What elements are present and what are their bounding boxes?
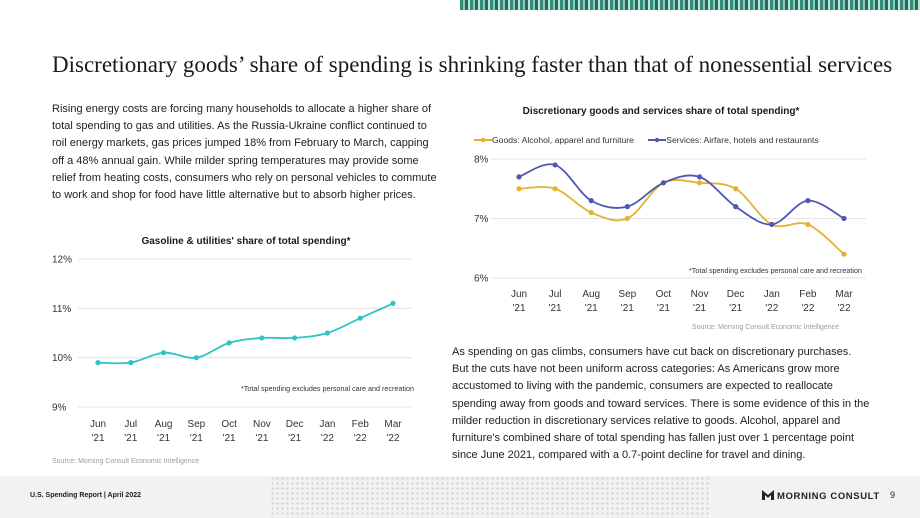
- gas-chart-data-point-0: [357, 315, 363, 321]
- gas-chart-data-point-0: [259, 335, 265, 341]
- legend-services: Services: Airfare, hotels and restaurant…: [648, 135, 819, 145]
- gas-chart-x-tick-label: Jul '21: [124, 419, 137, 444]
- gas-chart-title: Gasoline & utilities' share of total spe…: [141, 236, 351, 247]
- discretionary-chart-data-point-1: [733, 204, 739, 210]
- legend-goods-swatch: [474, 137, 492, 143]
- discretionary-chart-data-point-1: [588, 198, 594, 204]
- discretionary-chart-x-tick-label: Oct '21: [656, 289, 672, 314]
- gas-chart-x-tick-label: Jun '21: [90, 419, 106, 444]
- discretionary-chart-x-tick-label: Aug '21: [582, 289, 600, 314]
- discretionary-chart-x-tick-label: Jul '21: [549, 289, 562, 314]
- gas-chart-x-tick-label: Nov '21: [253, 419, 271, 444]
- discretionary-chart-x-tick-label: Nov '21: [691, 289, 709, 314]
- gas-chart-data-point-0: [95, 360, 101, 366]
- legend-services-label: Services: Airfare, hotels and restaurant…: [666, 135, 819, 145]
- footer-report-label: U.S. Spending Report | April 2022: [30, 492, 141, 499]
- left-paragraph: Rising energy costs are forcing many hou…: [52, 103, 437, 202]
- gas-chart-y-tick-label: 10%: [52, 353, 72, 364]
- discretionary-chart-legend: Goods: Alcohol, apparel and furniture Se…: [474, 135, 819, 146]
- right-paragraph: As spending on gas climbs, consumers hav…: [452, 346, 870, 462]
- morning-consult-logo-icon: [762, 490, 774, 500]
- gas-chart-y-tick-label: 9%: [52, 403, 67, 414]
- discretionary-chart-x-tick-label: Dec '21: [727, 289, 745, 314]
- gas-chart-x-tick-label: Sep '21: [187, 419, 205, 444]
- gas-chart-x-tick-label: Mar '22: [384, 419, 402, 444]
- discretionary-chart-data-point-1: [516, 174, 522, 180]
- legend-goods-label: Goods: Alcohol, apparel and furniture: [492, 135, 634, 145]
- discretionary-chart-data-point-0: [516, 186, 522, 192]
- discretionary-chart-data-point-1: [696, 174, 703, 180]
- discretionary-chart-data-point-0: [733, 186, 739, 192]
- discretionary-chart-x-tick-label: Jan '22: [764, 289, 780, 314]
- discretionary-chart-data-point-1: [660, 180, 667, 186]
- discretionary-chart-data-point-0: [696, 180, 703, 186]
- gas-chart-data-point-0: [324, 330, 331, 336]
- gas-chart-y-tick-label: 11%: [52, 304, 71, 315]
- gas-chart-y-tick-label: 12%: [52, 255, 72, 266]
- gas-chart-x-tick-label: Dec '21: [286, 419, 304, 444]
- legend-services-swatch: [648, 137, 667, 143]
- discretionary-chart-title: Discretionary goods and services share o…: [522, 106, 800, 117]
- gas-chart-x-tick-label: Oct '21: [221, 419, 237, 444]
- page-headline: Discretionary goods’ share of spending i…: [52, 52, 893, 77]
- discretionary-chart-x-tick-label: Mar '22: [835, 289, 853, 314]
- discretionary-chart-data-point-1: [624, 204, 630, 210]
- gas-chart-data-point-0: [390, 300, 396, 306]
- discretionary-chart-y-tick-label: 8%: [474, 155, 489, 166]
- discretionary-chart: 6% 7% 8% Jun '21 Jul '21 Aug '21 Sep '21 Oct '21 Nov '…: [474, 155, 866, 314]
- gas-chart-data-point-0: [128, 360, 134, 366]
- gas-chart-data-point-0: [292, 335, 298, 341]
- discretionary-chart-series-line-0: [518, 179, 845, 255]
- gas-chart-data-point-0: [160, 350, 167, 356]
- discretionary-chart-x-tick-label: Feb '22: [799, 289, 817, 314]
- discretionary-chart-y-tick-label: 7%: [474, 214, 489, 225]
- footer-decorative-pattern: [270, 476, 710, 518]
- discretionary-chart-source: Source: Morning Consult Economic Intelli…: [692, 324, 840, 331]
- discretionary-chart-y-tick-label: 6%: [474, 274, 489, 285]
- discretionary-chart-data-point-1: [552, 162, 558, 168]
- legend-goods: Goods: Alcohol, apparel and furniture: [474, 135, 634, 145]
- gas-utilities-chart: 9% 10% 11% 12% Jun '21 Jul '21 Aug '21 Sep '21 Oct '2…: [52, 255, 414, 445]
- discretionary-chart-footnote: *Total spending excludes personal care a…: [689, 266, 862, 275]
- gas-chart-x-tick-label: Jan '22: [319, 419, 335, 444]
- discretionary-chart-data-point-0: [805, 221, 811, 228]
- discretionary-chart-x-tick-label: Jun '21: [511, 289, 527, 314]
- footer-logo: MORNING CONSULT: [762, 490, 880, 502]
- gas-chart-footnote: *Total spending excludes personal care a…: [241, 384, 414, 393]
- discretionary-chart-series-line-1: [518, 163, 845, 226]
- discretionary-chart-data-point-1: [841, 215, 847, 222]
- gas-chart-data-point-0: [226, 340, 232, 346]
- discretionary-chart-data-point-1: [805, 198, 811, 204]
- discretionary-chart-data-point-1: [769, 221, 775, 228]
- gas-chart-data-point-0: [193, 355, 199, 361]
- top-decorative-pattern: [460, 0, 920, 10]
- discretionary-chart-data-point-0: [588, 209, 594, 216]
- gas-chart-x-tick-label: Aug '21: [155, 419, 173, 444]
- gas-chart-series-line-0: [97, 302, 394, 365]
- footer-logo-text: MORNING CONSULT: [777, 491, 880, 502]
- page-number: 9: [890, 490, 896, 500]
- discretionary-chart-data-point-0: [841, 251, 847, 257]
- gas-chart-source: Source: Morning Consult Economic Intelli…: [52, 458, 200, 465]
- discretionary-chart-data-point-0: [624, 215, 630, 222]
- gas-chart-x-tick-label: Feb '22: [352, 419, 370, 444]
- discretionary-chart-data-point-0: [552, 186, 558, 192]
- discretionary-chart-x-tick-label: Sep '21: [618, 289, 636, 314]
